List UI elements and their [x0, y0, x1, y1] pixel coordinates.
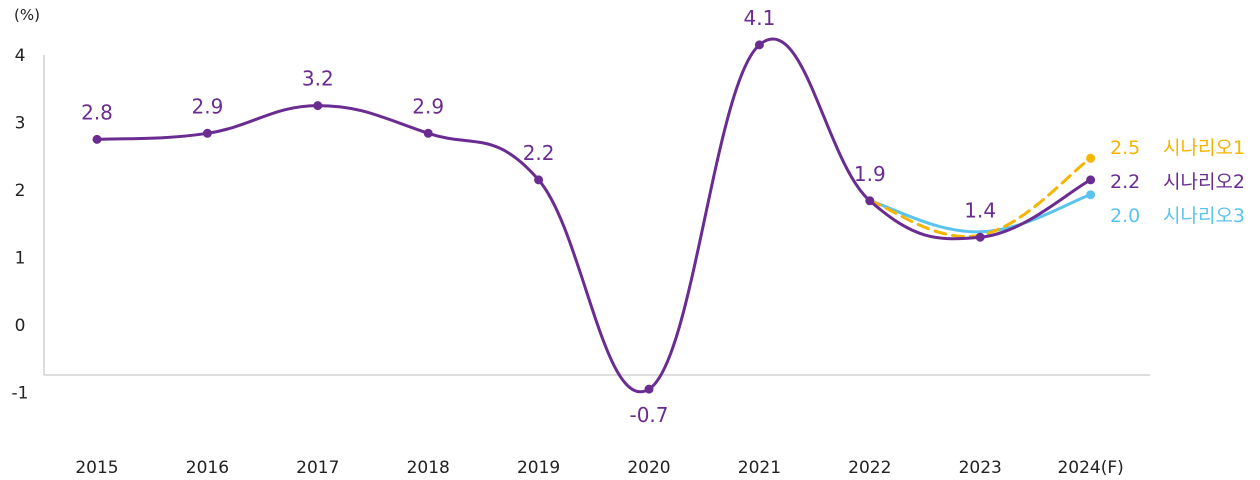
y-tick-label: 4 — [15, 46, 26, 66]
scenario-name-label: 시나리오1 — [1163, 137, 1245, 159]
x-tick-label: 2024(F) — [1057, 458, 1123, 478]
y-tick-label: 1 — [15, 249, 26, 269]
x-tick-label: 2023 — [959, 458, 1002, 478]
data-point — [202, 128, 212, 138]
x-tick-label: 2019 — [517, 458, 560, 478]
scenario-name-label: 시나리오2 — [1163, 171, 1245, 193]
data-label: 4.1 — [743, 6, 775, 30]
data-label: 3.2 — [302, 67, 334, 91]
data-point — [1086, 175, 1096, 185]
scenario-value-label: 2.5 — [1110, 137, 1140, 159]
y-axis-unit-label: (%) — [14, 6, 40, 24]
main-series-line — [95, 37, 1093, 394]
main-series-points — [92, 40, 1096, 394]
x-tick-label: 2018 — [407, 458, 450, 478]
main-series — [95, 37, 1093, 394]
x-tick-label: 2022 — [848, 458, 891, 478]
data-point — [975, 232, 985, 242]
x-tick-label: 2020 — [627, 458, 670, 478]
x-tick-label: 2015 — [75, 458, 118, 478]
y-tick-labels: 4 3 2 1 0 -1 — [12, 46, 29, 404]
scenario-value-label: 2.2 — [1110, 171, 1140, 193]
scenario-end-point — [1086, 190, 1096, 200]
x-tick-labels: 2015 2016 2017 2018 2019 2020 2021 2022 2023 2024… — [75, 458, 1123, 478]
data-point — [644, 384, 654, 394]
scenario-end-point — [1086, 153, 1096, 163]
data-point — [313, 101, 323, 111]
data-point — [423, 128, 433, 138]
data-point — [865, 196, 875, 206]
scenario-legend: 2.5 시나리오1 2.2 시나리오2 2.0 시나리오3 — [1110, 137, 1245, 227]
x-tick-label: 2017 — [296, 458, 339, 478]
data-point — [92, 134, 102, 144]
scenario-value-label: 2.0 — [1110, 205, 1140, 227]
main-series-data-labels: 2.8 2.9 3.2 2.9 2.2 -0.7 4.1 1.9 1.4 — [81, 6, 996, 427]
y-tick-label: -1 — [12, 384, 29, 404]
data-point — [534, 175, 544, 185]
data-label: 2.9 — [412, 94, 444, 118]
x-tick-label: 2016 — [186, 458, 229, 478]
data-point — [754, 40, 764, 50]
data-label: 2.9 — [191, 94, 223, 118]
y-tick-label: 2 — [15, 181, 26, 201]
scenario-name-label: 시나리오3 — [1163, 205, 1245, 227]
y-tick-label: 0 — [15, 316, 26, 336]
data-label: 1.9 — [854, 162, 886, 186]
data-label: -0.7 — [629, 403, 668, 427]
x-tick-label: 2021 — [738, 458, 781, 478]
y-tick-label: 3 — [15, 114, 26, 134]
data-label: 2.8 — [81, 100, 113, 124]
scenario-line — [868, 193, 1093, 234]
data-label: 2.2 — [523, 141, 555, 165]
data-label: 1.4 — [964, 198, 996, 222]
